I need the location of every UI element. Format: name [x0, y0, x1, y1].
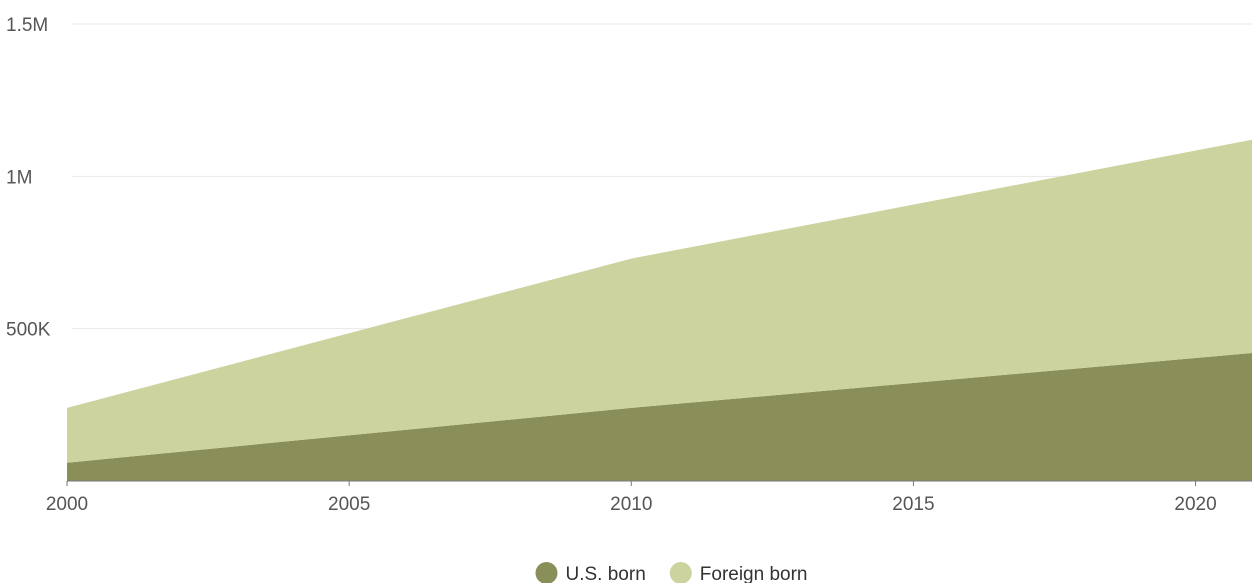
- legend-marker: [669, 562, 692, 583]
- x-tick-label: 2010: [610, 494, 652, 515]
- x-tick-label: 2015: [892, 494, 934, 515]
- y-tick-label: 500K: [6, 320, 51, 341]
- y-tick-label: 1.5M: [6, 15, 48, 36]
- legend-marker: [535, 562, 558, 583]
- legend-label: Foreign born: [700, 564, 808, 583]
- x-tick-label: 2000: [46, 494, 88, 515]
- y-tick-label: 1M: [6, 167, 32, 188]
- area: [67, 353, 1252, 481]
- legend-label: U.S. born: [566, 564, 646, 583]
- x-tick-label: 2020: [1174, 494, 1216, 515]
- area: [67, 139, 1252, 463]
- x-tick-label: 2005: [328, 494, 370, 515]
